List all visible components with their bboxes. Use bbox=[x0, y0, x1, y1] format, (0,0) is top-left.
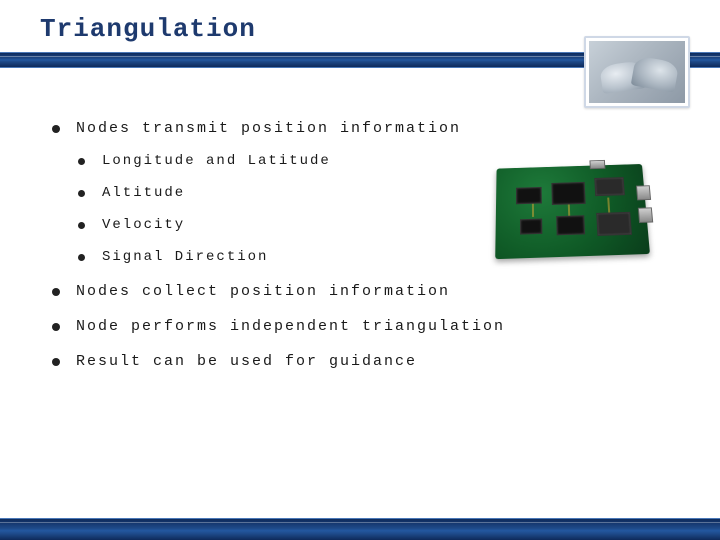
trace-icon bbox=[568, 204, 570, 215]
chip-icon bbox=[551, 182, 585, 205]
bullet-text: Velocity bbox=[102, 217, 185, 233]
chip-icon bbox=[516, 187, 542, 204]
bullet-text: Result can be used for guidance bbox=[76, 353, 417, 370]
connector-icon bbox=[589, 160, 605, 169]
chip-icon bbox=[520, 219, 542, 235]
slide-header: Triangulation bbox=[0, 0, 720, 80]
handshake-icon bbox=[589, 41, 685, 103]
bullet-text: Nodes transmit position information bbox=[76, 120, 461, 137]
circuit-board-icon bbox=[488, 148, 664, 272]
connector-icon bbox=[638, 207, 653, 223]
trace-icon bbox=[607, 198, 610, 213]
list-item: Node performs independent triangulation bbox=[50, 318, 670, 335]
footer-bar bbox=[0, 518, 720, 540]
bullet-text: Longitude and Latitude bbox=[102, 153, 331, 169]
list-item: Nodes collect position information bbox=[50, 283, 670, 300]
chip-icon bbox=[594, 177, 625, 196]
chip-icon bbox=[556, 215, 585, 235]
bullet-text: Signal Direction bbox=[102, 249, 268, 265]
bullet-text: Altitude bbox=[102, 185, 185, 201]
trace-icon bbox=[532, 204, 534, 217]
header-image-frame bbox=[584, 36, 690, 108]
chip-icon bbox=[596, 212, 632, 236]
bullet-text: Node performs independent triangulation bbox=[76, 318, 505, 335]
bullet-text: Nodes collect position information bbox=[76, 283, 450, 300]
slide-content: Nodes transmit position information Long… bbox=[50, 120, 670, 388]
pcb-board bbox=[495, 164, 650, 259]
connector-icon bbox=[636, 185, 651, 200]
list-item: Result can be used for guidance bbox=[50, 353, 670, 370]
